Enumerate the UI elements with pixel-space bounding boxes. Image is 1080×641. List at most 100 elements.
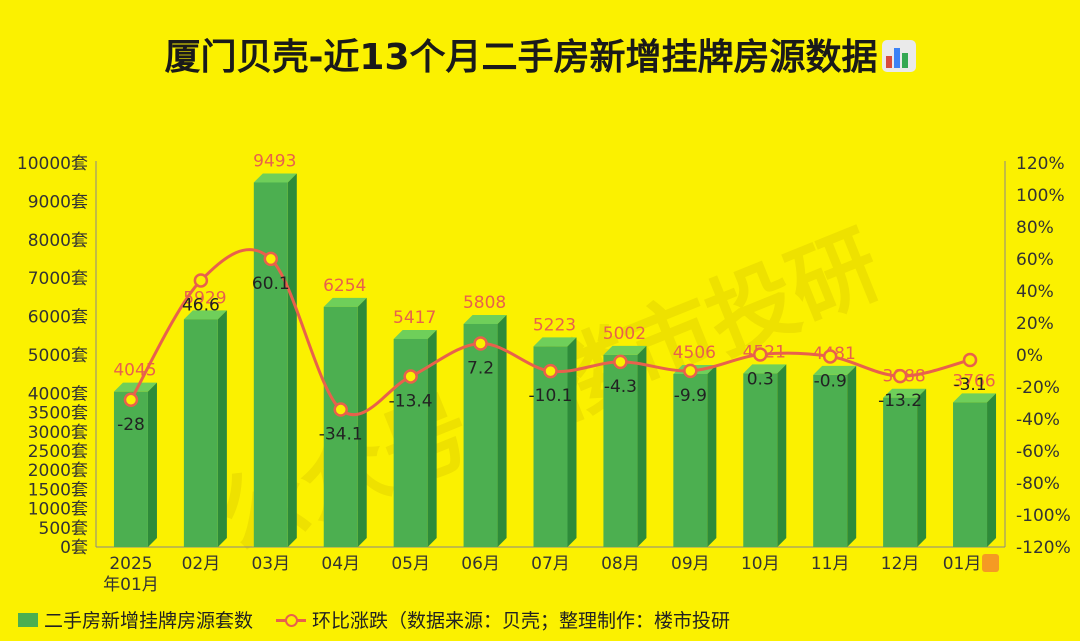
right-axis-tick-label: 80% — [1016, 218, 1054, 238]
bar — [183, 319, 218, 547]
x-axis-tick-label: 02月 — [182, 554, 221, 574]
chart-title-text: 厦门贝壳-近13个月二手房新增挂牌房源数据 — [164, 37, 878, 78]
bar-top — [533, 337, 577, 347]
legend-line-swatch — [276, 613, 306, 627]
right-axis-tick-label: -120% — [1016, 538, 1071, 558]
x-axis-tick-label: 05月 — [391, 554, 430, 574]
line-value-label: -34.1 — [319, 425, 363, 445]
line-point — [892, 368, 908, 384]
bar-side — [497, 314, 507, 547]
bar-value-label: 4045 — [113, 361, 156, 381]
line-value-label: -28 — [117, 415, 145, 435]
bar-side — [847, 365, 857, 547]
line-point — [403, 369, 418, 384]
bar-side — [987, 393, 997, 547]
bar-side — [777, 364, 787, 547]
right-axis-tick-label: -80% — [1016, 474, 1060, 494]
bar — [323, 306, 358, 547]
bar-side — [287, 173, 297, 547]
bar-top — [883, 388, 927, 398]
legend-bar-swatch — [18, 612, 38, 627]
line-value-label: -4.3 — [604, 377, 637, 397]
bar-top — [253, 173, 297, 183]
bar-side — [217, 310, 227, 547]
legend-bar-label: 二手房新增挂牌房源套数 — [44, 610, 254, 632]
bar — [883, 397, 918, 547]
line-point — [683, 363, 698, 379]
bar-top — [603, 345, 647, 355]
bar-top — [743, 364, 787, 374]
line-value-label: -13.4 — [389, 391, 433, 411]
x-axis-tick-label: 2025 年01月 — [103, 554, 159, 595]
legend-item-bars: 二手房新增挂牌房源套数 — [18, 606, 253, 633]
legend-line-label: 环比涨跌（数据来源：贝壳；整理制作：楼市投研 — [312, 610, 731, 632]
bar-top — [953, 393, 997, 403]
line-value-label: -3.1 — [953, 375, 986, 395]
line-value-label: -13.2 — [878, 391, 922, 411]
bar-chart-emoji-icon — [881, 40, 916, 72]
bar — [953, 402, 988, 547]
left-axis-tick-label: 500套 — [39, 519, 88, 539]
x-axis-tick-label: 12月 — [881, 554, 920, 574]
left-axis-tick-label: 4000套 — [28, 384, 88, 404]
change-rate-line — [129, 248, 971, 417]
bar-side — [357, 297, 367, 547]
left-axis-tick-label: 8000套 — [28, 231, 88, 251]
bar-value-label: 5002 — [603, 324, 646, 344]
bar-top — [813, 365, 857, 375]
right-axis-tick-label: 20% — [1016, 314, 1054, 334]
bar-side — [567, 337, 577, 547]
bar-top — [183, 310, 227, 320]
line-point — [962, 352, 978, 368]
bar-value-label: 4506 — [673, 343, 716, 363]
right-axis-tick-label: -40% — [1016, 410, 1060, 430]
x-axis-tick-label: 08月 — [601, 554, 640, 574]
line-value-label: 46.6 — [182, 295, 220, 315]
bar-value-label: 9493 — [253, 151, 296, 171]
x-axis-tick-label: 04月 — [321, 554, 360, 574]
right-axis-tick-label: -20% — [1016, 378, 1060, 398]
line-value-label: -9.9 — [674, 386, 707, 406]
line-value-label: -0.9 — [814, 371, 847, 391]
line-point — [123, 392, 139, 408]
bar — [813, 374, 848, 547]
line-point — [543, 363, 558, 379]
left-axis-tick-label: 1500套 — [28, 480, 88, 500]
bar-top — [113, 382, 157, 392]
left-axis-tick-label: 3500套 — [28, 404, 88, 424]
bar-value-label: 5808 — [463, 293, 506, 313]
bar-side — [147, 382, 157, 547]
left-axis-tick-label: 7000套 — [28, 269, 88, 289]
bar — [533, 346, 568, 547]
line-point — [613, 354, 628, 370]
line-point — [263, 251, 279, 267]
bar-value-label: 5223 — [533, 315, 576, 335]
left-axis-tick-label: 0套 — [60, 538, 88, 558]
line-value-label: -10.1 — [529, 386, 573, 406]
x-axis-tick-label: 09月 — [671, 554, 710, 574]
bar-side — [427, 329, 437, 547]
line-value-label: 0.3 — [747, 370, 774, 390]
x-axis-tick-label: 11月 — [811, 554, 850, 574]
bar-value-label: 3766 — [952, 371, 995, 391]
left-axis-tick-label: 5000套 — [28, 346, 88, 366]
bar — [463, 323, 498, 547]
right-axis-tick-label: 40% — [1016, 282, 1054, 302]
chart-title: 厦门贝壳-近13个月二手房新增挂牌房源数据 — [0, 28, 1080, 80]
line-point — [822, 349, 838, 364]
legend-item-line: 环比涨跌（数据来源：贝壳；整理制作：楼市投研 — [276, 606, 730, 633]
right-axis-tick-label: -100% — [1016, 506, 1071, 526]
left-axis-tick-label: 3000套 — [28, 423, 88, 443]
bar-side — [917, 388, 927, 547]
bar — [743, 373, 778, 547]
x-axis-tick-label: 07月 — [531, 554, 570, 574]
right-axis-tick-label: 0% — [1016, 346, 1043, 366]
bar-top — [323, 297, 367, 307]
bar-value-label: 5929 — [183, 288, 226, 308]
line-point — [333, 402, 348, 417]
bar-side — [707, 364, 717, 547]
bar-value-label: 5417 — [393, 308, 436, 328]
bar-top — [393, 329, 437, 339]
x-axis-tick-label: 10月 — [741, 554, 780, 574]
x-axis-tick-label: 06月 — [461, 554, 500, 574]
